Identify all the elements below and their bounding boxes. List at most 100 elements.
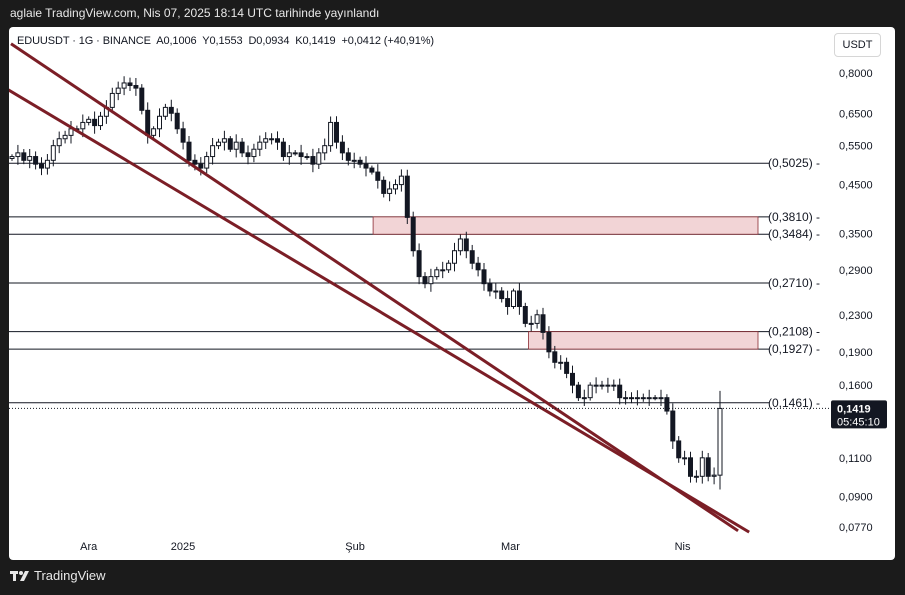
- candle-body: [499, 290, 505, 300]
- candle-body: [39, 163, 44, 169]
- candle-body: [534, 314, 540, 324]
- x-tick-label: Ara: [80, 541, 98, 553]
- y-tick-label: 0,5500: [839, 141, 873, 153]
- resistance-zone: [528, 331, 759, 350]
- candle-body: [570, 372, 575, 386]
- candle-body: [180, 128, 186, 143]
- candle-body: [369, 167, 375, 173]
- y-tick-label: 0,3500: [839, 228, 873, 240]
- candle-body: [393, 184, 398, 190]
- publish-line: aglaie TradingView.com, Nis 07, 2025 18:…: [10, 6, 380, 20]
- candle-body: [292, 152, 298, 155]
- candle-body: [422, 276, 428, 285]
- current-price-tag: [831, 400, 887, 429]
- candle-body: [398, 175, 404, 186]
- close-value: K0,1419: [295, 35, 336, 47]
- candle-body: [357, 159, 363, 165]
- open-value: A0,1006: [156, 35, 197, 47]
- x-tick-label: Nis: [675, 541, 691, 553]
- candle-body: [463, 238, 469, 252]
- candle-body: [227, 138, 233, 150]
- candle-body: [151, 128, 157, 136]
- candle-body: [334, 121, 339, 143]
- current-price-label: 0,1419: [837, 403, 871, 415]
- candle-body: [375, 171, 381, 181]
- candle-body: [440, 269, 446, 272]
- candle-body: [410, 216, 416, 252]
- candle-body: [611, 384, 617, 387]
- candle-body: [157, 115, 162, 130]
- candle-body: [381, 179, 387, 194]
- candle-body: [387, 188, 393, 194]
- candle-body: [98, 115, 103, 127]
- y-tick-label: 0,0770: [839, 522, 873, 534]
- candle-body: [50, 145, 56, 161]
- candle-body: [717, 407, 723, 476]
- ohlc-legend: EDUUSDT · 1G · BINANCE A0,1006 Y0,1553 D…: [17, 35, 434, 47]
- candle-body: [452, 250, 457, 264]
- resistance-zone: [372, 216, 759, 235]
- trendline-upper: [10, 42, 739, 533]
- candle-body: [493, 290, 499, 293]
- candle-body: [139, 87, 145, 111]
- candle-body: [33, 156, 39, 165]
- candle-body: [221, 138, 227, 143]
- candle-body: [487, 283, 493, 292]
- candle-body: [646, 397, 652, 400]
- candle-body: [80, 121, 86, 130]
- change-value: +0,0412 (+40,91%): [341, 35, 434, 47]
- y-tick-label: 0,6500: [839, 108, 873, 120]
- candle-body: [540, 314, 546, 333]
- candle-body: [404, 175, 410, 218]
- candle-body: [310, 156, 316, 165]
- candle-body: [351, 159, 357, 162]
- candle-body: [558, 361, 564, 364]
- x-tick-label: Mar: [501, 541, 520, 553]
- candle-body: [168, 106, 174, 114]
- candle-body: [516, 290, 522, 308]
- candle-body: [457, 238, 463, 252]
- candle-body: [511, 290, 516, 308]
- chart-panel[interactable]: (0,5025) - (0,3810) - (0,3484) - (0,2710) -…: [9, 27, 895, 560]
- candle-body: [634, 397, 640, 400]
- y-tick-label: 0,0900: [839, 492, 873, 504]
- currency-button[interactable]: USDT: [834, 33, 881, 57]
- candle-body: [575, 384, 581, 399]
- footer-brand: TradingView: [34, 568, 106, 583]
- level-label: (0,2710) -: [768, 276, 820, 290]
- candle-body: [27, 156, 33, 161]
- candle-body: [145, 109, 151, 136]
- candle-body: [599, 384, 605, 387]
- candle-body: [198, 163, 204, 169]
- candle-body: [552, 351, 558, 363]
- y-tick-label: 0,1600: [839, 380, 873, 392]
- candle-body: [522, 306, 528, 324]
- publish-header: aglaie TradingView.com, Nis 07, 2025 18:…: [0, 0, 905, 27]
- candle-body: [204, 156, 210, 169]
- candle-body: [186, 141, 192, 161]
- candle-body: [640, 397, 646, 400]
- candle-body: [711, 474, 717, 477]
- candle-body: [121, 82, 127, 89]
- candle-body: [133, 85, 139, 89]
- y-tick-label: 0,8000: [839, 68, 873, 80]
- candle-body: [115, 87, 121, 94]
- candle-body: [652, 397, 658, 400]
- candle-body: [682, 457, 688, 460]
- high-value: Y0,1553: [202, 35, 243, 47]
- footer: TradingView: [10, 568, 106, 583]
- candle-body: [593, 384, 599, 387]
- candle-body: [629, 397, 634, 400]
- price-chart[interactable]: (0,5025) - (0,3810) - (0,3484) - (0,2710) -…: [9, 27, 895, 560]
- candle-body: [345, 152, 351, 161]
- candle-body: [658, 397, 664, 400]
- candle-body: [475, 262, 481, 271]
- symbol-label[interactable]: EDUUSDT · 1G · BINANCE: [17, 35, 151, 47]
- candle-body: [316, 152, 322, 165]
- candle-body: [86, 118, 92, 123]
- candle-body: [676, 440, 682, 459]
- candle-body: [699, 457, 705, 477]
- candle-body: [9, 156, 15, 159]
- candle-body: [62, 134, 68, 140]
- level-label: (0,1927) -: [768, 342, 820, 356]
